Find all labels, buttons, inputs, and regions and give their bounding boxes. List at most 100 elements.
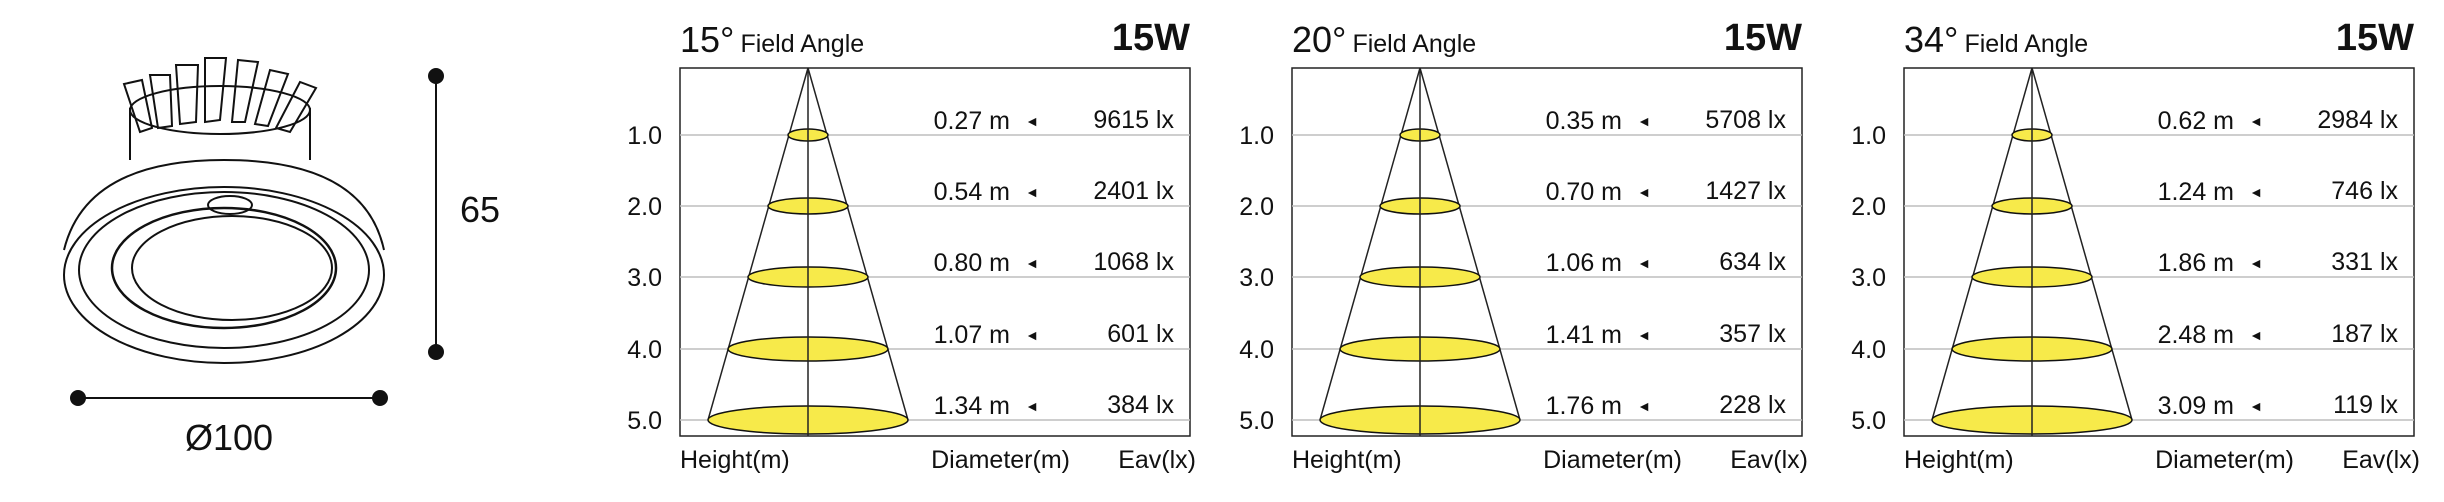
field-angle-title: 15° Field Angle — [680, 19, 864, 60]
height-axis-label: Height(m) — [1904, 446, 2014, 474]
height-axis-label: Height(m) — [1292, 446, 1402, 474]
beam-edge-left — [1931, 67, 2033, 421]
eav-value: 1427 lx — [1705, 177, 1786, 205]
diameter-value: 1.41 m — [1546, 321, 1622, 349]
beam-chart: 34° Field Angle 15W 1.0 2.0 3.0 4.0 5.0 0.62 m ◄ 2… — [1851, 17, 2420, 474]
diameter-value: 0.27 m — [934, 107, 1010, 135]
pointer-arrow-icon: ◄ — [1025, 398, 1039, 414]
beam-chart: 20° Field Angle 15W 1.0 2.0 3.0 4.0 5.0 0.35 m ◄ 5… — [1239, 17, 1808, 474]
eav-value: 5708 lx — [1705, 106, 1786, 134]
diameter-dimension: Ø100 — [70, 390, 388, 458]
eav-value: 9615 lx — [1093, 106, 1174, 134]
chart-frame — [1291, 67, 1803, 437]
eav-value: 2401 lx — [1093, 177, 1174, 205]
height-tick-label: 5.0 — [1851, 407, 1886, 435]
eav-value: 1068 lx — [1093, 248, 1174, 276]
beam-edge-right — [2031, 67, 2133, 421]
diameter-value: 3.09 m — [2158, 392, 2234, 420]
beam-edge-right — [807, 67, 909, 421]
middle-trim — [78, 191, 370, 349]
height-tick-label: 4.0 — [1851, 336, 1886, 364]
eav-value: 2984 lx — [2317, 106, 2398, 134]
pointer-arrow-icon: ◄ — [1025, 255, 1039, 271]
heatsink-sides — [129, 108, 311, 160]
diameter-value: 1.06 m — [1546, 249, 1622, 277]
eav-value: 331 lx — [2331, 248, 2398, 276]
diameter-value: 1.76 m — [1546, 392, 1622, 420]
beam-charts: 15° Field Angle 15W 1.0 2.0 3.0 4.0 5.0 0.27 m ◄ 9… — [627, 17, 2420, 474]
power-label: 15W — [1724, 17, 1802, 59]
trim-back-edge — [63, 158, 385, 251]
height-tick-label: 3.0 — [1239, 264, 1274, 292]
height-tick-label: 4.0 — [1239, 336, 1274, 364]
eav-value: 228 lx — [1719, 391, 1786, 419]
pointer-arrow-icon: ◄ — [2249, 255, 2263, 271]
pointer-arrow-icon: ◄ — [1637, 398, 1651, 414]
outer-trim — [63, 186, 385, 364]
eav-value: 119 lx — [2333, 391, 2398, 419]
height-label: 65 — [460, 189, 500, 230]
diameter-axis-label: Diameter(m) — [931, 446, 1070, 474]
eav-axis-label: Eav(lx) — [1730, 446, 1808, 474]
dimension-dot — [428, 68, 444, 84]
pointer-arrow-icon: ◄ — [2249, 113, 2263, 129]
height-tick-label: 5.0 — [1239, 407, 1274, 435]
pointer-arrow-icon: ◄ — [2249, 327, 2263, 343]
height-tick-label: 2.0 — [1851, 193, 1886, 221]
height-tick-label: 1.0 — [1239, 122, 1274, 150]
beam-edge-right — [1419, 67, 1521, 421]
pointer-arrow-icon: ◄ — [2249, 398, 2263, 414]
pointer-arrow-icon: ◄ — [1025, 327, 1039, 343]
diameter-axis-label: Diameter(m) — [2155, 446, 2294, 474]
diameter-value: 1.34 m — [934, 392, 1010, 420]
height-axis-label: Height(m) — [680, 446, 790, 474]
diameter-axis-label: Diameter(m) — [1543, 446, 1682, 474]
dimension-dot — [428, 344, 444, 360]
height-tick-label: 1.0 — [1851, 122, 1886, 150]
height-tick-label: 2.0 — [627, 193, 662, 221]
eav-value: 187 lx — [2331, 320, 2398, 348]
diameter-label: Ø100 — [185, 417, 273, 458]
power-label: 15W — [2336, 17, 2414, 59]
diameter-value: 0.70 m — [1546, 178, 1622, 206]
eav-value: 634 lx — [1719, 248, 1786, 276]
power-label: 15W — [1112, 17, 1190, 59]
beam-edge-left — [1319, 67, 1421, 421]
height-tick-label: 3.0 — [1851, 264, 1886, 292]
product-drawing: 65 Ø100 — [63, 57, 500, 458]
diameter-value: 0.54 m — [934, 178, 1010, 206]
height-tick-label: 1.0 — [627, 122, 662, 150]
height-tick-label: 3.0 — [627, 264, 662, 292]
diameter-value: 0.62 m — [2158, 107, 2234, 135]
eav-value: 357 lx — [1719, 320, 1786, 348]
pointer-arrow-icon: ◄ — [2249, 184, 2263, 200]
beam-edge-left — [707, 67, 809, 421]
dimension-dot — [372, 390, 388, 406]
eav-axis-label: Eav(lx) — [1118, 446, 1196, 474]
chart-frame — [679, 67, 1191, 437]
diameter-value: 0.80 m — [934, 249, 1010, 277]
diameter-value: 1.24 m — [2158, 178, 2234, 206]
pointer-arrow-icon: ◄ — [1637, 184, 1651, 200]
diameter-value: 1.86 m — [2158, 249, 2234, 277]
pointer-arrow-icon: ◄ — [1025, 113, 1039, 129]
height-tick-label: 5.0 — [627, 407, 662, 435]
dimension-dot — [70, 390, 86, 406]
eav-value: 746 lx — [2331, 177, 2398, 205]
eav-value: 601 lx — [1107, 320, 1174, 348]
pointer-arrow-icon: ◄ — [1637, 255, 1651, 271]
field-angle-title: 34° Field Angle — [1904, 19, 2088, 60]
height-tick-label: 2.0 — [1239, 193, 1274, 221]
downlight-illustration — [63, 57, 385, 364]
eav-axis-label: Eav(lx) — [2342, 446, 2420, 474]
pointer-arrow-icon: ◄ — [1637, 113, 1651, 129]
diameter-value: 1.07 m — [934, 321, 1010, 349]
eav-value: 384 lx — [1107, 391, 1174, 419]
pointer-arrow-icon: ◄ — [1637, 327, 1651, 343]
height-dimension: 65 — [428, 68, 500, 360]
heatsink-fins — [122, 57, 318, 134]
chart-frame — [1903, 67, 2415, 437]
led-cap — [207, 195, 253, 215]
diameter-value: 2.48 m — [2158, 321, 2234, 349]
